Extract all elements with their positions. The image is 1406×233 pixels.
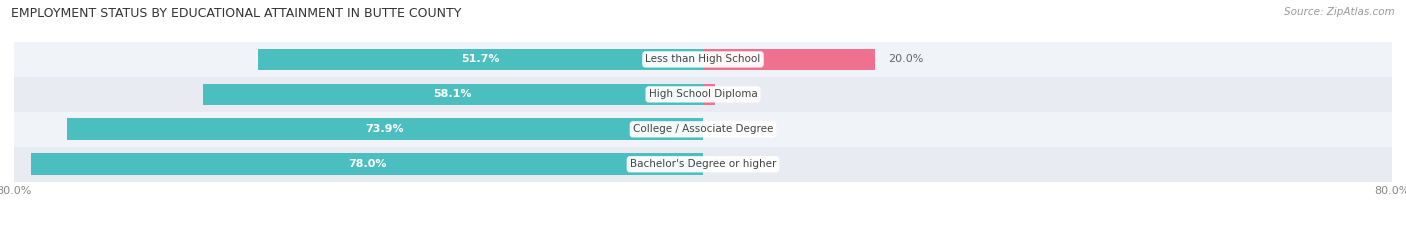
Text: 0.0%: 0.0%	[711, 124, 740, 134]
Bar	[257, 49, 703, 70]
Bar	[66, 118, 703, 140]
Text: Source: ZipAtlas.com: Source: ZipAtlas.com	[1284, 7, 1395, 17]
Text: Bachelor's Degree or higher: Bachelor's Degree or higher	[630, 159, 776, 169]
Text: 20.0%: 20.0%	[889, 55, 924, 64]
Bar	[14, 77, 1392, 112]
Text: College / Associate Degree: College / Associate Degree	[633, 124, 773, 134]
Text: 51.7%: 51.7%	[461, 55, 499, 64]
Text: 58.1%: 58.1%	[433, 89, 472, 99]
Text: 0.0%: 0.0%	[711, 159, 740, 169]
Text: 78.0%: 78.0%	[347, 159, 387, 169]
Bar	[703, 84, 716, 105]
Legend: In Labor Force, Unemployed: In Labor Force, Unemployed	[605, 230, 801, 233]
Text: High School Diploma: High School Diploma	[648, 89, 758, 99]
Text: 1.4%: 1.4%	[728, 89, 756, 99]
Bar	[14, 42, 1392, 77]
Text: 73.9%: 73.9%	[366, 124, 404, 134]
Bar	[202, 84, 703, 105]
Text: Less than High School: Less than High School	[645, 55, 761, 64]
Text: EMPLOYMENT STATUS BY EDUCATIONAL ATTAINMENT IN BUTTE COUNTY: EMPLOYMENT STATUS BY EDUCATIONAL ATTAINM…	[11, 7, 461, 20]
Bar	[31, 154, 703, 175]
Bar	[14, 147, 1392, 182]
Bar	[14, 112, 1392, 147]
Bar	[703, 49, 875, 70]
